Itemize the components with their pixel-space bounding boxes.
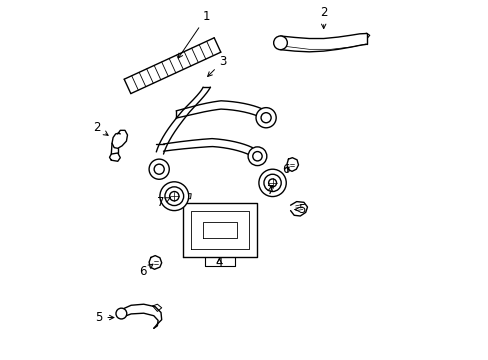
- Text: 6: 6: [282, 163, 289, 176]
- Circle shape: [268, 179, 276, 187]
- Circle shape: [154, 164, 164, 174]
- Text: 4: 4: [215, 256, 223, 269]
- Text: 1: 1: [178, 10, 210, 58]
- Text: 7: 7: [266, 184, 274, 197]
- Text: 6: 6: [139, 264, 153, 278]
- Circle shape: [169, 192, 179, 201]
- Circle shape: [149, 159, 169, 179]
- Circle shape: [273, 36, 287, 50]
- Circle shape: [164, 187, 183, 206]
- Circle shape: [264, 174, 281, 192]
- Text: 5: 5: [95, 311, 114, 324]
- Circle shape: [247, 147, 266, 166]
- Circle shape: [258, 169, 285, 197]
- Text: 5: 5: [295, 203, 305, 216]
- Text: 3: 3: [207, 55, 226, 76]
- Text: 7: 7: [157, 196, 170, 209]
- Circle shape: [160, 182, 188, 211]
- Circle shape: [256, 108, 276, 128]
- Text: 2: 2: [319, 6, 327, 28]
- Circle shape: [261, 113, 270, 123]
- Circle shape: [252, 152, 262, 161]
- Circle shape: [116, 308, 126, 319]
- Text: 2: 2: [93, 121, 108, 135]
